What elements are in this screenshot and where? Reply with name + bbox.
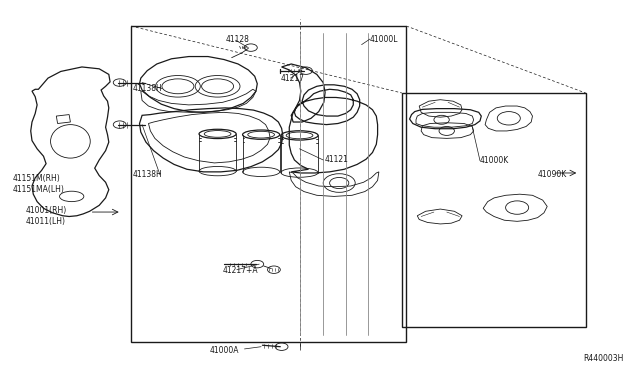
Text: 41000L: 41000L [370, 35, 399, 44]
Text: 41000K: 41000K [480, 156, 509, 165]
Text: 41138H: 41138H [133, 84, 163, 93]
Text: 41151MA(LH): 41151MA(LH) [13, 185, 65, 194]
Bar [402, 93, 586, 327]
Text: 41128: 41128 [225, 35, 249, 44]
Text: 41138H: 41138H [133, 170, 163, 179]
Text: 41001(RH): 41001(RH) [26, 206, 67, 215]
Text: 41217: 41217 [280, 74, 305, 83]
Text: 41121: 41121 [325, 155, 349, 164]
Text: R440003H: R440003H [584, 354, 624, 363]
Text: 41090K: 41090K [538, 170, 567, 179]
Text: 41000A: 41000A [210, 346, 239, 355]
Bar [131, 26, 406, 342]
Text: 41151M(RH): 41151M(RH) [13, 174, 61, 183]
Text: 41011(LH): 41011(LH) [26, 217, 65, 226]
Text: 41217+A: 41217+A [223, 266, 259, 275]
